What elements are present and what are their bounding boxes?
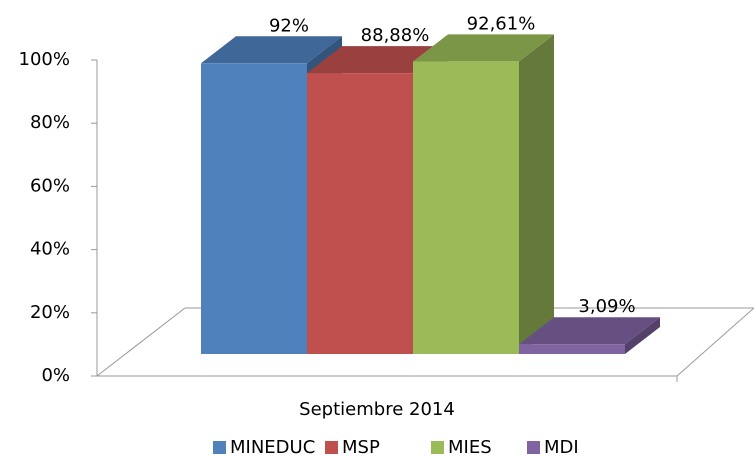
- y-tick-label: 100%: [19, 49, 70, 70]
- bar-top: [307, 46, 448, 74]
- y-tick-label: 0%: [41, 365, 70, 386]
- data-label: 3,09%: [578, 296, 635, 317]
- legend-swatch: [325, 441, 338, 454]
- bar-side: [519, 34, 554, 354]
- y-tick-label: 40%: [30, 239, 70, 260]
- legend-label: MINEDUC: [230, 437, 315, 457]
- legend-swatch: [527, 441, 540, 454]
- data-label: 92%: [269, 15, 309, 36]
- legend-label: MIES: [448, 437, 492, 457]
- bar: [413, 61, 519, 354]
- y-tick-label: 20%: [30, 302, 70, 323]
- bar-side: [625, 317, 660, 354]
- y-tick-label: 80%: [30, 112, 70, 133]
- bar: [519, 344, 625, 354]
- bar: [307, 73, 413, 355]
- data-label: 88,88%: [361, 25, 430, 46]
- y-tick-label: 60%: [30, 175, 70, 196]
- bar-top: [413, 34, 554, 62]
- legend-swatch: [213, 441, 226, 454]
- bar-top: [201, 36, 342, 64]
- legend-swatch: [431, 441, 444, 454]
- bar: [201, 63, 307, 354]
- legend-label: MSP: [342, 437, 380, 457]
- data-label: 92,61%: [467, 13, 536, 34]
- bar-top: [519, 317, 660, 345]
- x-tick-label: Septiembre 2014: [299, 399, 455, 420]
- legend-label: MDI: [544, 437, 579, 457]
